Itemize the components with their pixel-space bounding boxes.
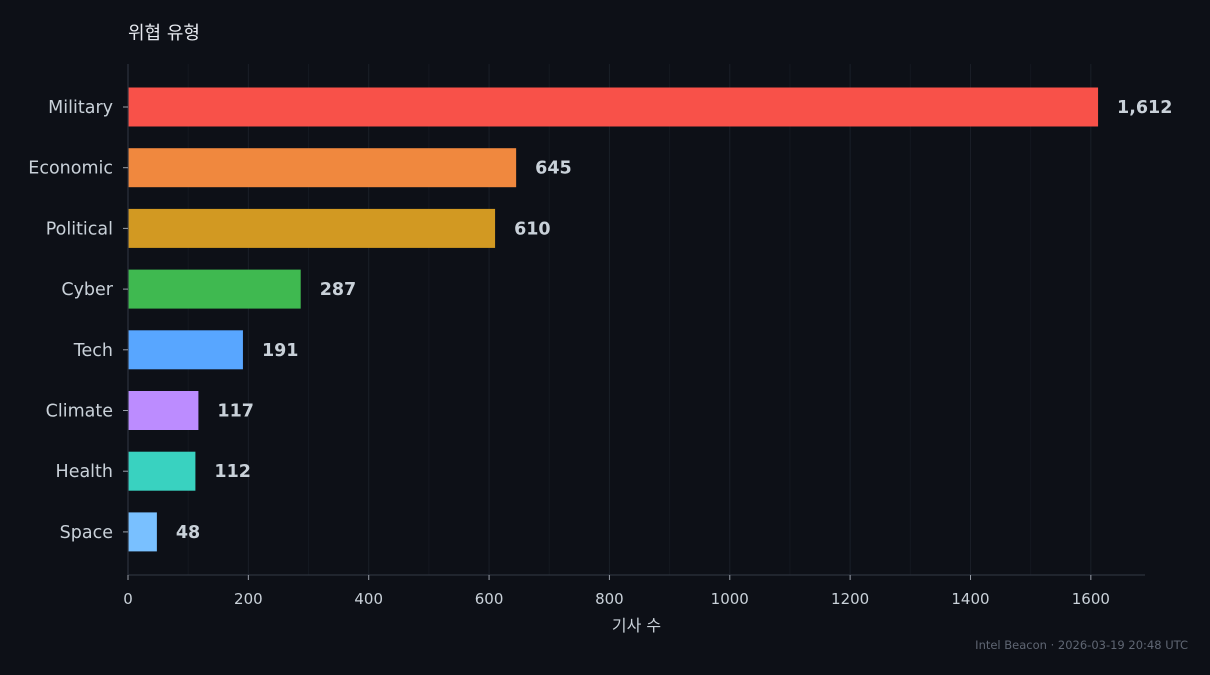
bar-space	[128, 512, 157, 552]
x-tick-label: 0	[123, 590, 133, 608]
value-label: 645	[535, 159, 572, 179]
value-label: 191	[262, 341, 299, 361]
category-label: Political	[46, 219, 113, 239]
value-label: 1,612	[1117, 98, 1172, 118]
bar-political	[128, 208, 496, 248]
bar-health	[128, 451, 196, 491]
x-tick-label: 400	[354, 590, 383, 608]
footer-text: Intel Beacon · 2026-03-19 20:48 UTC	[975, 638, 1188, 652]
chart-title: 위협 유형	[128, 23, 200, 44]
labels: 0 200 400 600 800 1000 1200 1400 1600 기사 수 Militar…	[28, 98, 1172, 635]
bar-military	[128, 87, 1099, 127]
x-tick-label: 200	[234, 590, 263, 608]
value-label: 610	[514, 219, 551, 239]
category-label: Space	[60, 523, 113, 543]
bars	[128, 87, 1099, 552]
x-tick-label: 1600	[1072, 590, 1110, 608]
category-label: Military	[48, 98, 113, 118]
x-tick-label: 1000	[711, 590, 749, 608]
value-label: 112	[214, 462, 251, 482]
category-label: Health	[56, 462, 113, 482]
bar-cyber	[128, 269, 301, 309]
value-label: 287	[320, 280, 357, 300]
x-tick-label: 1200	[831, 590, 869, 608]
category-label: Tech	[73, 341, 113, 361]
bar-climate	[128, 391, 199, 430]
axes	[123, 64, 1145, 580]
value-label: 117	[217, 402, 254, 422]
bar-tech	[128, 330, 243, 370]
x-tick-label: 600	[475, 590, 504, 608]
category-label: Climate	[46, 402, 113, 422]
grid	[187, 64, 1092, 575]
value-label: 48	[176, 523, 200, 543]
category-label: Cyber	[61, 280, 113, 300]
x-axis-label: 기사 수	[612, 616, 661, 635]
bar-economic	[128, 148, 517, 188]
x-tick-label: 1400	[951, 590, 989, 608]
x-tick-label: 800	[595, 590, 624, 608]
category-label: Economic	[28, 159, 113, 179]
